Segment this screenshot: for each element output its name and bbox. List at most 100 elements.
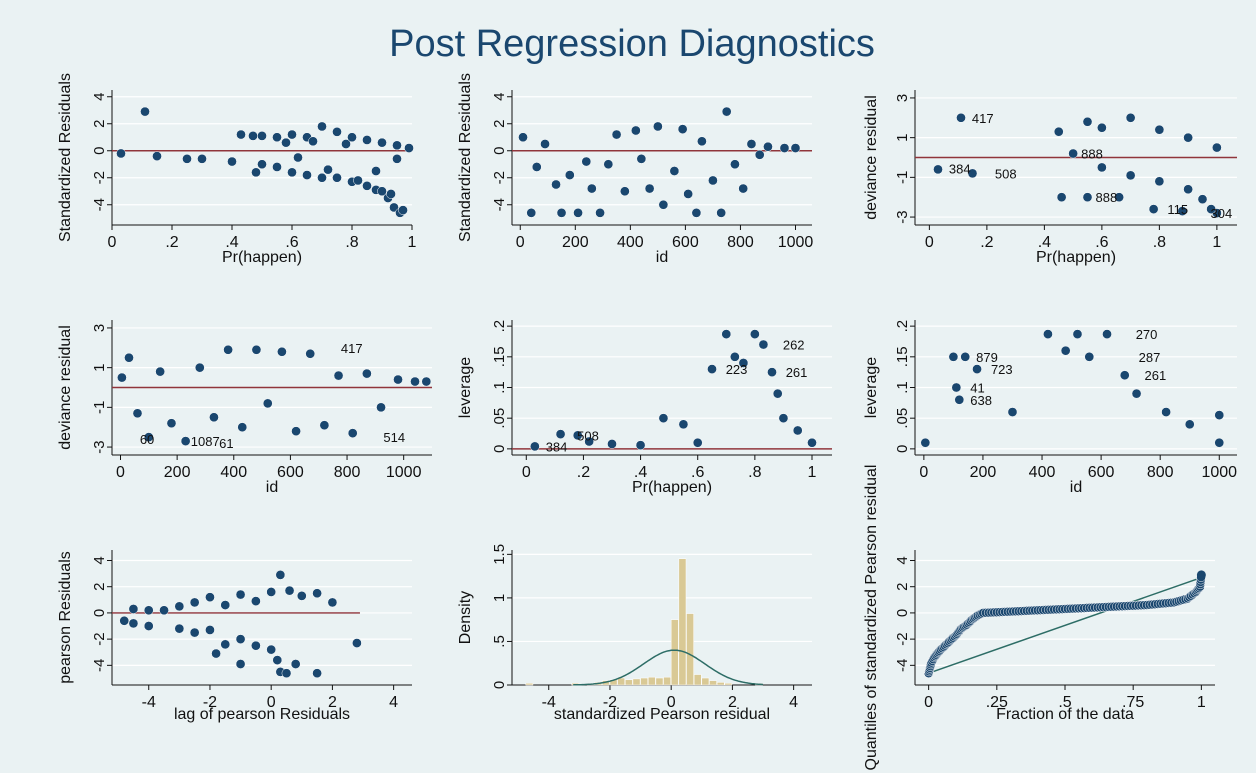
data-point <box>586 183 597 194</box>
data-point <box>556 208 567 218</box>
point-label: 287 <box>1139 350 1161 365</box>
data-point <box>1212 142 1222 153</box>
data-point <box>182 154 192 164</box>
data-point <box>564 170 575 180</box>
data-point <box>319 420 330 431</box>
y-tick-label: -2 <box>491 171 508 184</box>
panel-p6: 0 .05 .1 .15 .2 0 200 400 600 800 1000 id leverage 87… <box>863 320 1237 496</box>
point-label: 1087 <box>191 434 220 449</box>
data-point <box>555 429 566 439</box>
data-point <box>287 167 297 178</box>
y-tick-label: -4 <box>91 659 108 672</box>
data-point <box>281 668 292 679</box>
x-tick-label: 1 <box>1212 234 1221 251</box>
panel-p4: -3 -1 1 3 0 200 400 600 800 1000 id deviance residu… <box>57 320 432 496</box>
data-point <box>362 368 372 379</box>
panel-p1: -4 -2 0 2 4 0 .2 .4 .6 .8 1 Pr(happen) Standardized … <box>57 73 417 266</box>
data-point <box>635 440 646 451</box>
point-label: 384 <box>949 161 971 176</box>
data-point <box>1060 345 1071 356</box>
data-point <box>302 170 312 180</box>
y-tick-label: -1 <box>894 171 911 184</box>
data-point <box>236 129 246 140</box>
data-point <box>262 398 273 409</box>
point-label: 262 <box>783 338 805 353</box>
x-tick-label: .2 <box>165 234 178 251</box>
x-tick-label: .4 <box>634 464 647 481</box>
data-point <box>677 124 688 134</box>
panel-p8: 0 .5 1 1.5 -4 -2 0 2 4 standardized Pearson resid… <box>457 544 812 723</box>
data-point <box>235 589 246 600</box>
y-tick-label: .05 <box>894 408 911 429</box>
data-point <box>1154 124 1165 135</box>
data-point <box>281 137 291 148</box>
data-point <box>194 362 205 373</box>
data-point <box>235 634 246 644</box>
data-point <box>251 344 262 355</box>
x-tick-label: .5 <box>1058 694 1071 711</box>
x-tick-label: .4 <box>225 234 238 251</box>
data-point <box>1183 184 1193 195</box>
x-tick-label: 400 <box>1029 464 1056 481</box>
data-point <box>611 129 622 140</box>
y-axis-title: Quantiles of standardized Pearson residu… <box>863 465 880 771</box>
data-point <box>362 181 372 191</box>
data-point <box>1197 194 1208 205</box>
data-point <box>398 205 408 215</box>
data-point <box>972 364 982 374</box>
data-point <box>763 141 773 152</box>
point-label: 508 <box>577 428 599 443</box>
data-point <box>257 159 267 170</box>
x-tick-label: 1000 <box>1201 464 1237 481</box>
point-label: 115 <box>1167 202 1188 217</box>
x-tick-label: 1 <box>1197 694 1206 711</box>
data-point <box>1043 329 1053 339</box>
data-point <box>377 137 387 148</box>
data-point <box>933 164 943 175</box>
data-point <box>362 135 372 145</box>
data-point <box>954 394 965 405</box>
data-point <box>1214 437 1225 448</box>
x-tick-label: .75 <box>1122 694 1144 711</box>
data-point <box>738 183 749 194</box>
data-point <box>716 208 727 218</box>
data-point <box>1053 126 1064 137</box>
x-tick-label: 800 <box>1147 464 1174 481</box>
data-point <box>248 131 258 141</box>
data-point <box>758 339 769 350</box>
data-point <box>272 162 282 172</box>
data-point <box>353 175 363 186</box>
y-tick-label: 4 <box>491 93 508 101</box>
data-point <box>1206 204 1216 214</box>
data-point <box>951 382 962 393</box>
point-label: 638 <box>970 393 992 408</box>
x-tick-label: .8 <box>748 464 761 481</box>
data-point <box>290 659 301 669</box>
y-tick-label: 0 <box>894 445 911 453</box>
data-point <box>266 587 277 597</box>
data-point <box>410 376 420 387</box>
panel-p7: -4 -2 0 2 4 -4 -2 0 2 4 lag of pearson Residuals pe… <box>57 550 412 723</box>
y-tick-label: .1 <box>491 381 508 394</box>
data-point <box>235 659 246 669</box>
x-tick-label: -2 <box>203 694 217 711</box>
x-tick-label: .4 <box>1038 234 1051 251</box>
point-label: 41 <box>970 381 984 396</box>
data-point <box>159 605 169 616</box>
data-point <box>227 156 237 167</box>
data-point <box>678 419 689 430</box>
x-tick-label: 0 <box>924 694 933 711</box>
data-point <box>653 121 663 132</box>
data-point <box>1082 116 1093 127</box>
data-point <box>237 422 248 433</box>
data-point <box>956 112 966 123</box>
data-point <box>332 172 342 183</box>
point-label: 508 <box>995 166 1017 181</box>
data-point <box>251 167 261 178</box>
data-point <box>721 106 732 117</box>
y-tick-label: 0 <box>91 609 108 617</box>
x-tick-label: 600 <box>672 234 699 251</box>
histogram-bar <box>670 619 679 686</box>
data-point <box>692 437 703 448</box>
histogram-bar <box>693 674 702 686</box>
